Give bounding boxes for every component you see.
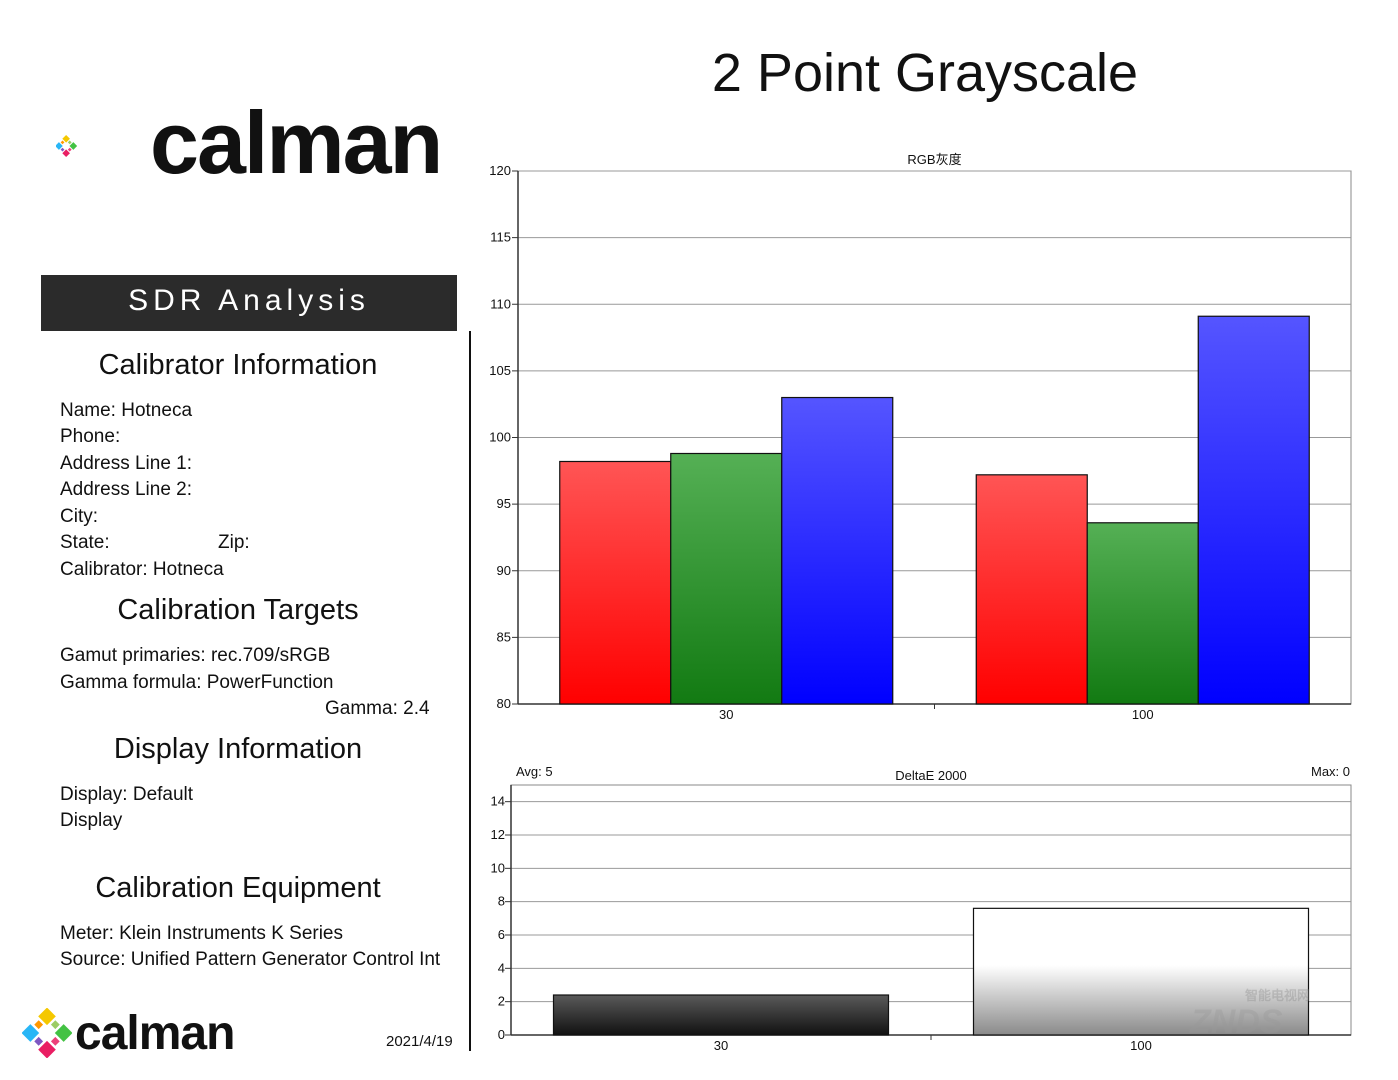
bar-blue-100 — [1197, 315, 1310, 705]
calibrator-address2: Address Line 2: — [60, 479, 193, 500]
bar-green-30 — [670, 452, 783, 705]
gamut-primaries: Gamut primaries: rec.709/sRGB — [60, 645, 331, 666]
x-tick-label: 100 — [1132, 707, 1154, 722]
source-line: Source: Unified Pattern Generator Contro… — [60, 949, 441, 970]
x-tick-label: 30 — [719, 707, 733, 722]
calibrator-name: Name: Hotneca — [60, 400, 193, 421]
calman-logo-icon — [56, 134, 78, 158]
calibration-targets-heading: Calibration Targets — [117, 594, 359, 626]
display-info-heading: Display Information — [113, 733, 363, 765]
calman-logo-small-icon — [22, 1008, 72, 1058]
rgb-grayscale-chart: 80 85 90 95 100 105 110 115 120 RGB灰度 30 100 — [489, 152, 1352, 722]
calibrator-phone: Phone: — [60, 426, 121, 447]
watermark-brand: ZNDS — [1190, 1003, 1283, 1041]
x-tick-label: 30 — [714, 1038, 728, 1053]
meter-line: Meter: Klein Instruments K Series — [60, 923, 343, 944]
y-tick-label: 80 — [497, 696, 511, 711]
calibrator-info-heading: Calibrator Information — [98, 349, 378, 381]
brand-logo-small-text: calman — [75, 1007, 235, 1060]
gamma-value: Gamma: 2.4 — [325, 698, 430, 719]
x-tick-label: 100 — [1130, 1038, 1152, 1053]
y-tick-label: 8 — [498, 894, 505, 909]
y-tick-label: 115 — [490, 230, 511, 245]
calibrator-state: State: — [60, 532, 110, 553]
y-tick-label: 120 — [489, 163, 511, 178]
y-tick-label: 10 — [491, 860, 505, 875]
y-tick-label: 110 — [490, 296, 511, 311]
gamma-formula: Gamma formula: PowerFunction — [60, 672, 334, 693]
calibrator-address1: Address Line 1: — [60, 453, 193, 474]
y-tick-label: 85 — [497, 629, 511, 644]
deltae-chart: 0 2 4 6 8 10 12 14 DeltaE 2000 Avg: 5 Max: 0 30 100 — [491, 764, 1352, 1053]
deltae-bar-100 — [972, 907, 1310, 1036]
y-tick-label: 12 — [491, 827, 505, 842]
y-tick-label: 4 — [498, 960, 505, 975]
calibrator-zip: Zip: — [218, 532, 250, 553]
y-tick-label: 100 — [489, 430, 511, 445]
chart-title: DeltaE 2000 — [895, 768, 967, 783]
bar-blue-30 — [781, 396, 894, 705]
bar-red-100 — [975, 474, 1088, 705]
max-label: Max: 0 — [1311, 764, 1350, 779]
vertical-divider — [469, 331, 471, 1051]
bar-red-30 — [559, 460, 672, 705]
y-tick-label: 6 — [498, 927, 505, 942]
sdr-analysis-banner: SDR Analysis — [41, 275, 457, 331]
watermark-text: 智能电视网 — [1245, 988, 1311, 1003]
brand-logo-text: calman — [150, 93, 443, 192]
display-default: Display: Default — [60, 784, 194, 805]
y-tick-label: 14 — [491, 794, 505, 809]
watermark-logo: 智能电视网 ZNDS — [1190, 985, 1360, 1045]
y-tick-label: 105 — [489, 363, 511, 378]
bar-green-100 — [1086, 522, 1199, 705]
chart-title: RGB灰度 — [907, 152, 961, 167]
y-tick-label: 2 — [498, 994, 505, 1009]
avg-label: Avg: 5 — [516, 764, 553, 779]
calibrator-name-line: Calibrator: Hotneca — [60, 559, 224, 580]
y-tick-label: 90 — [497, 563, 511, 578]
page-title: 2 Point Grayscale — [711, 43, 1139, 103]
deltae-bar-30 — [552, 994, 890, 1036]
display-line2: Display — [60, 810, 123, 831]
report-date: 2021/4/19 — [386, 1033, 453, 1050]
calibration-equipment-heading: Calibration Equipment — [95, 872, 381, 904]
calibrator-city: City: — [60, 506, 98, 527]
y-tick-label: 0 — [498, 1027, 505, 1042]
y-tick-label: 95 — [497, 496, 511, 511]
